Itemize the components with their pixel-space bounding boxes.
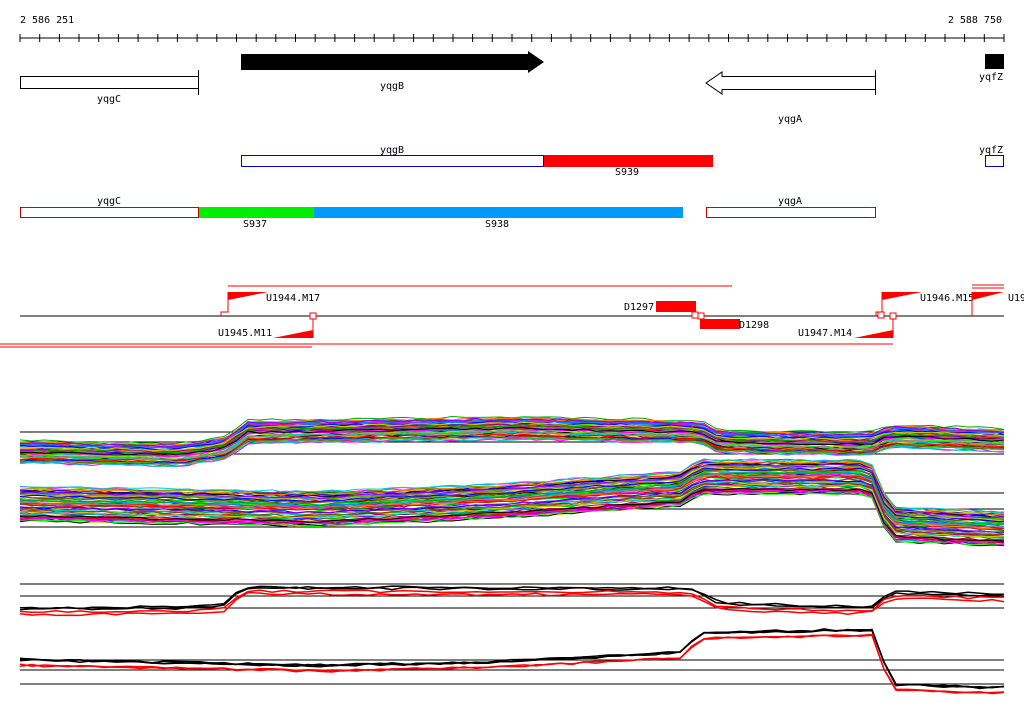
gene-label-yqgA: yqgA (778, 114, 802, 125)
profile-line (19, 471, 1005, 525)
profile-line (19, 463, 1005, 519)
transcript-track-1: yqgB S939 yqfZ (241, 145, 1004, 178)
average-profile-forward (19, 583, 1005, 617)
feature-label-D1298: D1298 (739, 320, 769, 331)
profile-line (19, 628, 1005, 689)
gene-yqgC[interactable]: yqgC (20, 70, 199, 105)
profile-line (19, 468, 1005, 523)
feature-label-U1946-M15: U1946.M15 (920, 293, 974, 304)
coord-end-label: 2 588 750 (948, 15, 1002, 26)
gene-yqgA[interactable]: yqgA (705, 70, 876, 125)
expression-profiles-forward (19, 415, 1005, 468)
feature-U1944-M17[interactable]: U1944.M17 (220, 292, 320, 316)
region-yqfZ[interactable] (985, 155, 1004, 167)
gene-label-yqfZ: yqfZ (979, 72, 1003, 83)
feature-track: U1944.M17 U1945.M11 D1297 D1298 U1947.M (0, 284, 1024, 348)
profile-line (19, 435, 1005, 466)
segment-label-S938: S938 (485, 219, 509, 230)
segment-S937[interactable] (199, 207, 314, 218)
feature-D1297[interactable]: D1297 (624, 301, 699, 319)
profile-line (19, 467, 1005, 523)
profile-line (19, 418, 1005, 448)
profile-line (19, 433, 1005, 463)
gene-track-annotation: yqgC yqgB yqgA yqfZ (20, 51, 1004, 125)
profile-line (19, 633, 1005, 695)
feature-label-D1297: D1297 (624, 302, 654, 313)
profile-line (19, 492, 1005, 546)
profile-line (19, 458, 1005, 514)
region-label-yqgB: yqgB (380, 145, 404, 156)
gene-yqfZ[interactable]: yqfZ (979, 54, 1004, 83)
coord-start-label: 2 586 251 (20, 15, 74, 26)
gene-yqgB[interactable]: yqgB (241, 51, 544, 92)
feature-label-U1944-M17: U1944.M17 (266, 293, 320, 304)
profile-line (19, 421, 1005, 452)
expression-profiles-reverse (19, 458, 1005, 547)
average-profile-reverse (19, 628, 1005, 695)
feature-U1947-M14[interactable]: U1947.M14 (798, 312, 897, 339)
segment-S939[interactable] (544, 155, 713, 167)
profile-line (19, 430, 1005, 461)
segment-label-S937: S937 (243, 219, 267, 230)
profile-line (19, 421, 1005, 451)
feature-U1945-M11[interactable]: U1945.M11 (218, 312, 317, 339)
feature-U19[interactable]: U19 (971, 292, 1024, 316)
feature-U1946-M15[interactable]: U1946.M15 (875, 292, 974, 319)
region-yqgB[interactable] (241, 155, 544, 167)
profile-line (19, 634, 1005, 694)
profile-line (19, 487, 1005, 542)
feature-label-U1945-M11: U1945.M11 (218, 328, 272, 339)
profile-line (19, 585, 1005, 610)
profile-line (19, 591, 1005, 617)
gene-label-yqgC: yqgC (97, 94, 121, 105)
profile-line (19, 424, 1004, 455)
coordinate-ruler (19, 34, 1005, 42)
profile-line (19, 427, 1005, 456)
region-label-yqfZ: yqfZ (979, 145, 1003, 156)
feature-D1298[interactable]: D1298 (697, 312, 769, 331)
segment-label-S939: S939 (615, 167, 639, 178)
profile-line (19, 486, 1005, 541)
region-yqgC[interactable] (20, 207, 199, 218)
region-label-yqgC: yqgC (97, 196, 121, 207)
gene-label-yqgB: yqgB (380, 81, 404, 92)
segment-S938[interactable] (314, 207, 683, 218)
profile-line (19, 438, 1005, 467)
profile-line (19, 478, 1005, 533)
feature-label-U1947-M14: U1947.M14 (798, 328, 852, 339)
profile-line (19, 589, 1005, 614)
profile-line (19, 628, 1005, 689)
region-yqgA[interactable] (706, 207, 876, 218)
profile-line (19, 473, 1005, 528)
region-label-yqgA: yqgA (778, 196, 802, 207)
feature-label-U19: U19 (1008, 293, 1024, 304)
profile-line (19, 490, 1005, 546)
profile-line (19, 482, 1005, 536)
profile-line (19, 461, 1005, 516)
transcript-track-2: yqgC S937 S938 yqgA (20, 196, 876, 230)
profile-line (19, 483, 1005, 538)
